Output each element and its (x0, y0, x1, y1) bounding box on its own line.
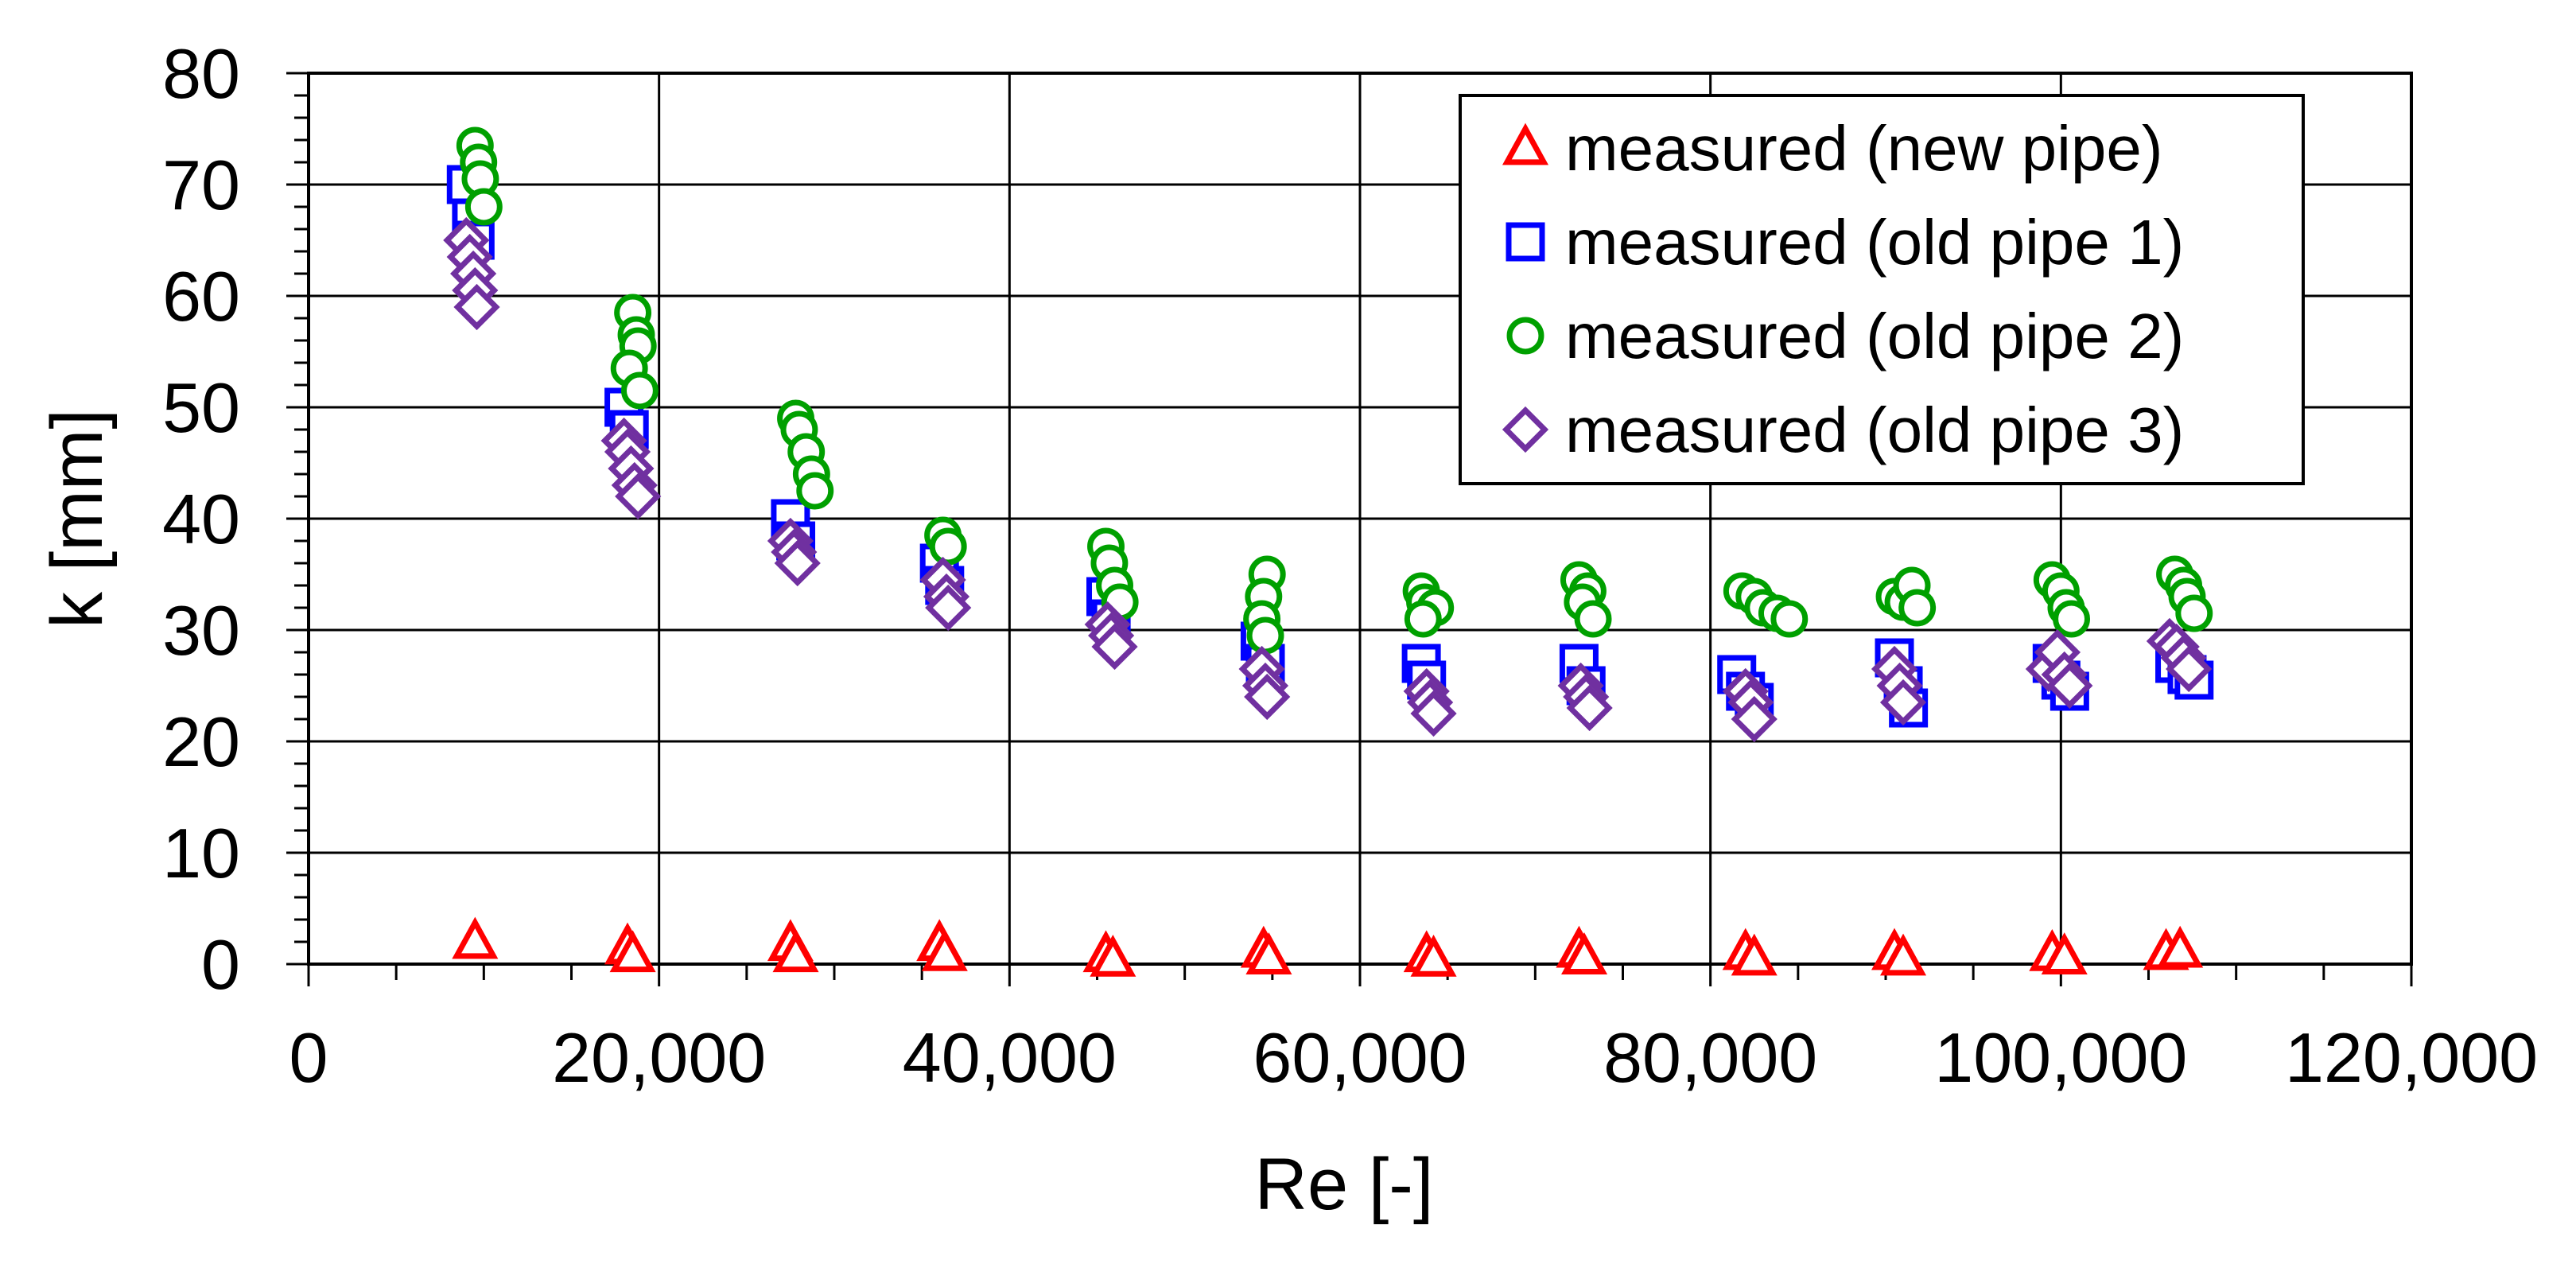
x-tick-label: 40,000 (903, 1018, 1117, 1097)
y-tick-label: 0 (201, 925, 240, 1004)
data-point-diamond (2166, 645, 2213, 693)
y-tick-label: 80 (162, 34, 240, 113)
data-point-diamond (925, 584, 972, 632)
x-tick-label: 20,000 (552, 1018, 766, 1097)
x-tick-label: 80,000 (1603, 1018, 1817, 1097)
data-point-triangle (1561, 932, 1608, 974)
data-point-circle (929, 527, 967, 566)
data-point-diamond (1091, 623, 1138, 671)
legend-marker-circle (1506, 317, 1544, 355)
y-tick-label: 20 (162, 702, 240, 781)
legend-label: measured (old pipe 1) (1565, 207, 2184, 278)
legend-item: measured (new pipe) (1502, 113, 2162, 184)
x-tick-labels: 0 20,000 40,000 60,000 80,000 100,000 120,000 (289, 1018, 2539, 1097)
x-tick-label: 120,000 (2285, 1018, 2538, 1097)
x-tick-label: 60,000 (1253, 1018, 1467, 1097)
data-point-diamond (2046, 662, 2093, 710)
data-point-circle (1404, 600, 1442, 638)
data-point-triangle (452, 916, 499, 959)
legend: measured (new pipe) measured (old pipe 1)… (1459, 94, 2305, 485)
data-point-circle (1898, 589, 1937, 627)
legend-marker-triangle (1502, 123, 1549, 165)
y-tick-label: 70 (162, 146, 240, 224)
data-point-diamond (1244, 673, 1291, 721)
series-triangle (452, 916, 2204, 977)
legend-item: measured (old pipe 1) (1506, 207, 2184, 278)
data-point-triangle (772, 930, 819, 973)
y-axis-title: k [mm] (37, 409, 118, 628)
legend-label: measured (new pipe) (1565, 113, 2162, 184)
data-point-triangle (1410, 934, 1457, 977)
data-point-triangle (2157, 925, 2204, 968)
data-point-triangle (2041, 932, 2088, 974)
x-tick-label: 0 (289, 1018, 328, 1097)
y-tick-label: 50 (162, 368, 240, 447)
data-point-triangle (609, 930, 656, 973)
y-tick-label: 30 (162, 591, 240, 670)
y-tick-label: 10 (162, 814, 240, 893)
x-axis-title: Re [-] (1255, 1144, 1434, 1225)
data-point-diamond (1410, 690, 1457, 737)
y-tick-labels: 0 10 20 30 40 50 60 70 80 (162, 34, 240, 1004)
data-markers (443, 126, 2214, 977)
data-point-diamond (1879, 679, 1927, 726)
data-point-diamond (615, 473, 662, 520)
data-point-triangle (1731, 933, 1778, 976)
data-point-circle (620, 371, 659, 410)
y-tick-label: 40 (162, 480, 240, 558)
legend-label: measured (old pipe 3) (1565, 395, 2184, 465)
data-point-diamond (1566, 684, 1613, 732)
x-tick-label: 100,000 (1934, 1018, 2187, 1097)
data-point-triangle (1090, 934, 1136, 977)
data-point-circle (796, 472, 834, 510)
legend-marker-square (1506, 222, 1545, 262)
data-point-triangle (1880, 933, 1927, 976)
legend-box (1459, 94, 2305, 485)
legend-label: measured (old pipe 2) (1565, 301, 2184, 371)
legend-item: measured (old pipe 2) (1506, 301, 2184, 371)
data-point-circle (1574, 600, 1612, 638)
data-point-triangle (921, 928, 968, 971)
data-point-diamond (453, 283, 500, 331)
series-diamond (443, 216, 2213, 743)
data-point-diamond (1731, 695, 1778, 743)
data-point-circle (2053, 600, 2091, 638)
legend-marker-diamond (1502, 406, 1549, 453)
data-point-circle (2175, 594, 2213, 632)
data-point-diamond (774, 539, 821, 587)
data-point-triangle (1245, 932, 1292, 974)
legend-item: measured (old pipe 3) (1502, 395, 2184, 465)
data-point-circle (1770, 600, 1809, 638)
data-point-circle (464, 188, 503, 226)
data-point-circle (1246, 616, 1284, 655)
y-tick-label: 60 (162, 257, 240, 336)
series-circle (456, 126, 2213, 655)
